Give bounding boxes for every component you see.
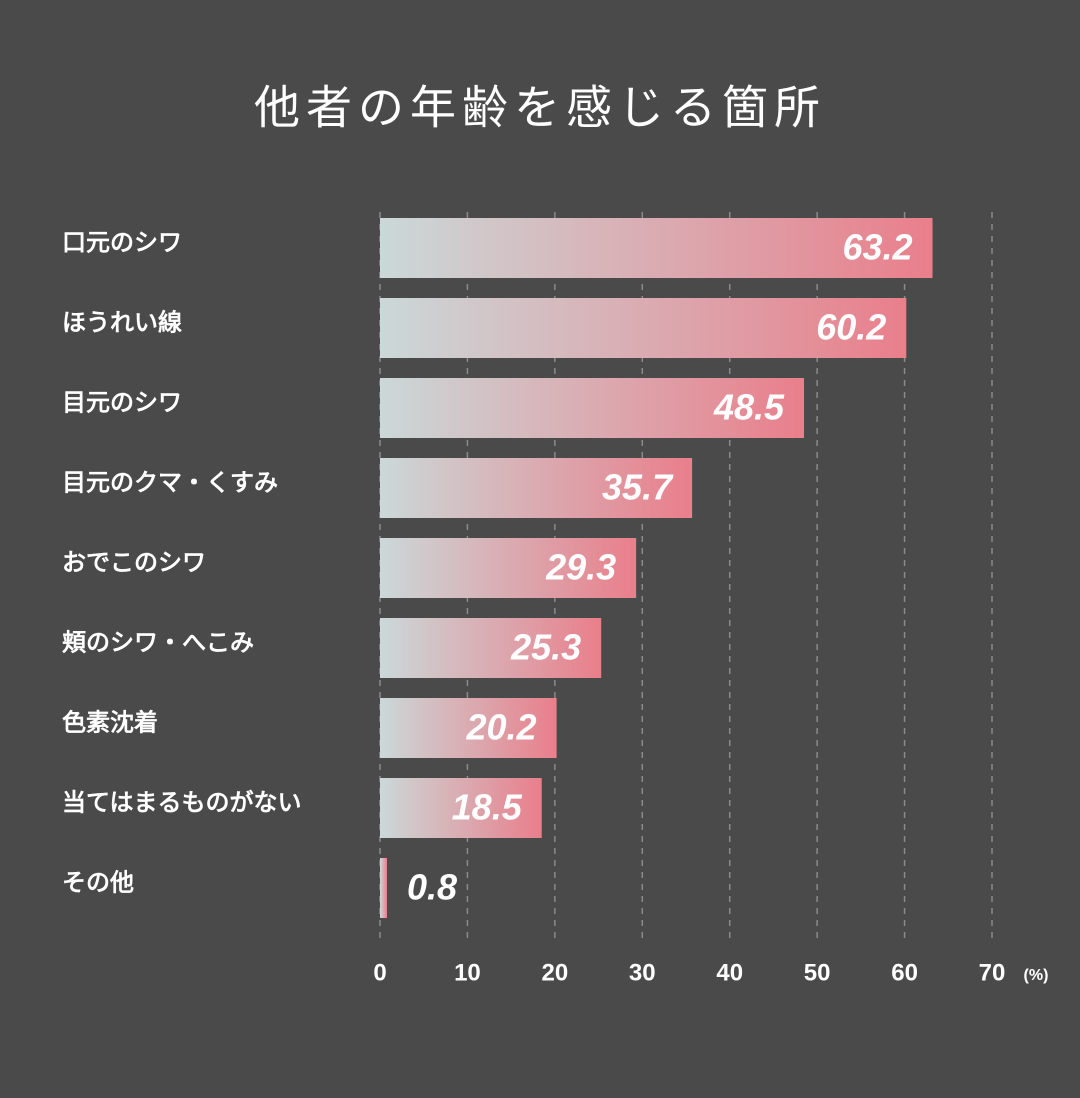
x-tick-label: 10 — [454, 959, 481, 986]
category-label: 頬のシワ・へこみ — [62, 629, 254, 656]
x-tick-label: 0 — [373, 959, 386, 986]
bar — [380, 538, 637, 598]
bar — [380, 378, 805, 438]
x-tick-label: 70 — [979, 959, 1006, 986]
bar — [380, 298, 907, 358]
category-label: おでこのシワ — [62, 549, 206, 576]
value-label: 48.5 — [713, 387, 785, 428]
value-label: 60.2 — [816, 307, 886, 348]
value-label: 35.7 — [602, 467, 674, 508]
value-label: 29.3 — [545, 547, 616, 588]
category-label: その他 — [62, 869, 134, 896]
bar — [380, 858, 387, 918]
bar — [380, 698, 557, 758]
chart-title: 他者の年齢を感じる箇所 — [254, 83, 826, 134]
category-label: 目元のシワ — [62, 389, 182, 416]
value-label: 0.8 — [407, 867, 457, 908]
category-label: ほうれい線 — [62, 308, 182, 336]
category-label: 口元のシワ — [62, 229, 182, 256]
x-tick-label: 50 — [804, 959, 831, 986]
category-label: 当てはまるものがない — [62, 788, 302, 816]
bar — [380, 778, 542, 838]
value-label: 20.2 — [466, 707, 537, 748]
bar — [380, 618, 602, 678]
x-tick-label: 20 — [542, 959, 569, 986]
value-label: 18.5 — [452, 787, 523, 828]
x-unit-label: (%) — [1024, 967, 1049, 984]
x-tick-label: 60 — [891, 959, 918, 986]
value-label: 25.3 — [510, 627, 581, 668]
bar — [380, 458, 693, 518]
x-tick-label: 30 — [629, 959, 656, 986]
value-label: 63.2 — [842, 227, 912, 268]
category-label: 目元のクマ・くすみ — [62, 469, 278, 496]
x-tick-label: 40 — [716, 959, 743, 986]
category-label: 色素沈着 — [62, 708, 158, 736]
bar — [380, 218, 933, 278]
